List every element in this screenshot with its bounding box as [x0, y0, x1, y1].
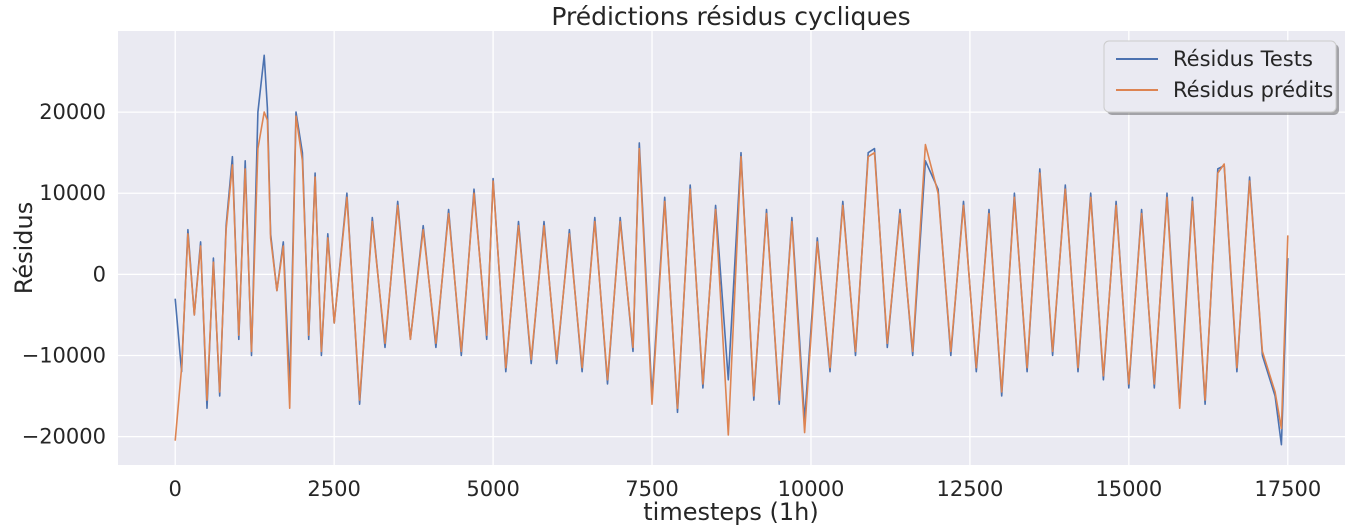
y-tick-label: 0 [93, 262, 106, 286]
x-axis-label: timesteps (1h) [643, 498, 818, 526]
legend-label-residus-tests: Résidus Tests [1173, 47, 1313, 71]
x-tick-label: 7500 [625, 477, 678, 501]
chart-title: Prédictions résidus cycliques [551, 2, 910, 31]
x-tick-label: 5000 [466, 477, 519, 501]
y-axis-label: Résidus [10, 202, 38, 294]
series-layer [174, 54, 1289, 446]
y-tick-label: −20000 [22, 425, 106, 449]
legend-box [1103, 40, 1337, 113]
x-tick-label: 12500 [937, 477, 1004, 501]
legend-label-residus-predits: Résidus prédits [1173, 78, 1333, 102]
x-tick-label: 0 [169, 477, 182, 501]
series-line-residus-predits [174, 111, 1289, 441]
y-tick-label: −10000 [22, 343, 106, 367]
y-tick-label: 10000 [39, 181, 106, 205]
legend: Résidus Tests Résidus prédits [1103, 40, 1339, 115]
y-tick-label: 20000 [39, 100, 106, 124]
tick-labels: 0 2500 5000 7500 10000 12500 15000 17500 −20000 −… [22, 100, 1322, 501]
x-tick-label: 10000 [778, 477, 845, 501]
x-tick-label: 2500 [307, 477, 360, 501]
x-tick-label: 15000 [1095, 477, 1162, 501]
x-tick-label: 17500 [1254, 477, 1321, 501]
